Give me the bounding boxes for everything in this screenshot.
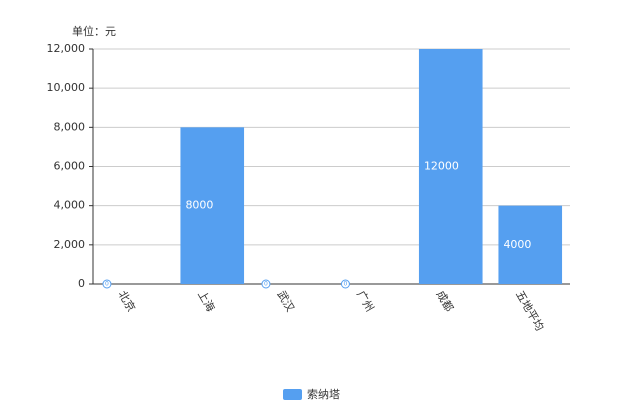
value-label: 0 [344, 281, 348, 288]
y-tick-label: 2,000 [54, 238, 86, 251]
value-label: 0 [105, 281, 109, 288]
value-label: 4000 [503, 238, 531, 251]
y-tick-label: 4,000 [54, 199, 86, 212]
y-tick-label: 12,000 [47, 42, 86, 55]
y-tick-label: 10,000 [47, 81, 86, 94]
x-tick-label: 上海 [195, 288, 218, 314]
y-tick-label: 0 [78, 277, 85, 290]
x-tick-label: 武汉 [275, 289, 297, 315]
legend-swatch [283, 389, 302, 400]
x-tick-label: 广州 [354, 289, 376, 315]
legend-label: 索纳塔 [307, 387, 340, 401]
zero-marker [261, 279, 271, 289]
value-label: 8000 [185, 199, 213, 212]
unit-label: 单位：元 [72, 24, 116, 38]
bar [418, 49, 483, 284]
value-label: 0 [264, 281, 268, 288]
x-tick-label: 成都 [434, 289, 456, 315]
zero-marker [102, 279, 112, 289]
x-tick-label: 北京 [116, 288, 139, 314]
bar [180, 127, 245, 284]
bar [498, 205, 563, 284]
value-label: 12000 [424, 160, 459, 173]
x-tick-label: 五地平均 [513, 289, 546, 334]
y-tick-label: 8,000 [54, 120, 86, 133]
y-tick-label: 6,000 [54, 160, 86, 173]
zero-marker [340, 279, 350, 289]
